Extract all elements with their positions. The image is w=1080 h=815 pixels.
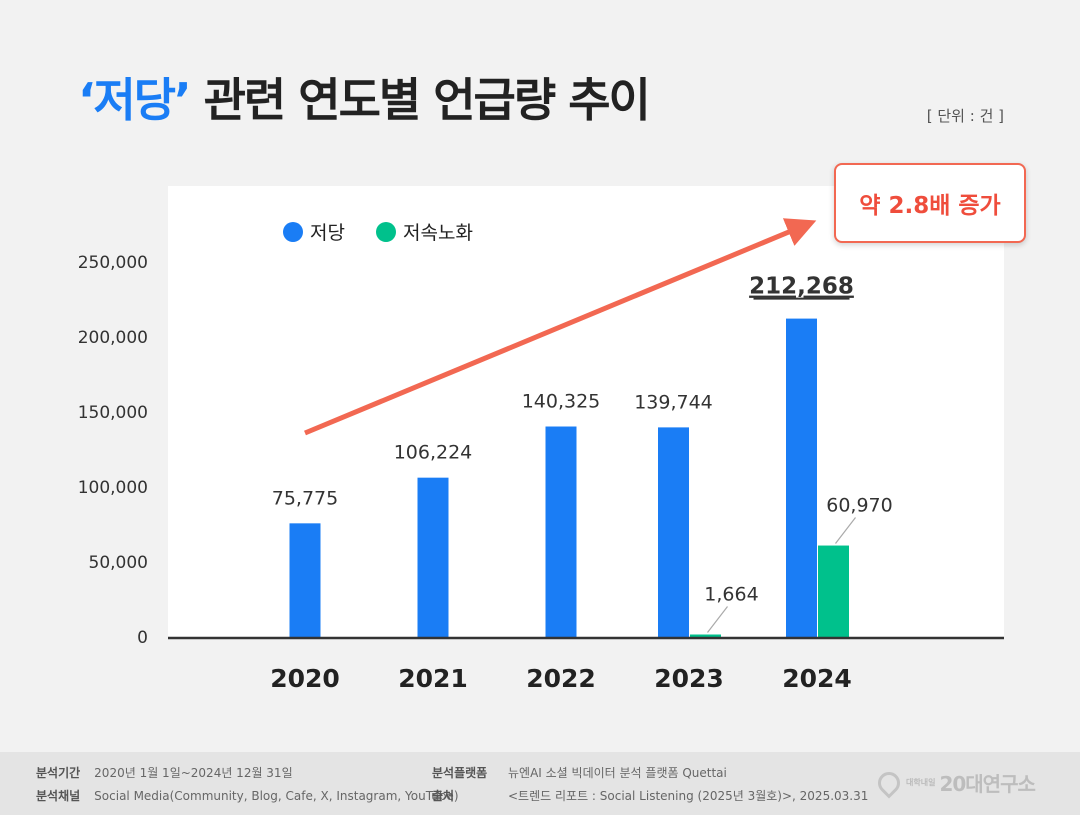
brand-small-text: 대학내일 (906, 778, 936, 787)
footer-channel: 분석채널 Social Media(Community, Blog, Cafe, … (36, 787, 459, 804)
data-label-2024-series1: 212,268 (749, 274, 854, 300)
legend-marker-series1 (283, 222, 303, 242)
bar-chart: 0 50,000 100,000 150,000 200,000 250,000 75,77… (78, 218, 1004, 693)
period-value: 2020년 1월 1일~2024년 12월 31일 (94, 766, 293, 780)
increase-callout: 약 2.8배 증가 (834, 163, 1026, 243)
footer: 분석기간 2020년 1월 1일~2024년 12월 31일 분석채널 Social… (0, 752, 1080, 815)
data-label-2021-series1: 106,224 (394, 442, 473, 464)
channel-value: Social Media(Community, Blog, Cafe, X, I… (94, 789, 459, 803)
y-tick-label: 100,000 (78, 478, 148, 498)
legend-marker-series2 (376, 222, 396, 242)
data-label-2023-series1: 139,744 (634, 391, 713, 413)
platform-value: 뉴엔AI 소셜 빅데이터 분석 플랫폼 Quettai (508, 766, 727, 780)
data-label-2020-series1: 75,775 (272, 487, 338, 509)
y-tick-label: 200,000 (78, 328, 148, 348)
leader-line-2023 (707, 606, 728, 633)
bar-2024-series2 (818, 545, 849, 637)
bar-2021-series1 (417, 477, 449, 637)
source-value: <트렌드 리포트 : Social Listening (2025년 3월호)>… (508, 789, 869, 803)
title-rest: 관련 연도별 언급량 추이 (189, 73, 651, 127)
data-label-2023-series2: 1,664 (704, 584, 758, 606)
y-tick-label: 250,000 (78, 253, 148, 273)
x-tick-label-2023: 2023 (654, 664, 724, 693)
x-tick-label-2020: 2020 (270, 664, 340, 693)
bar-2020-series1 (289, 523, 321, 637)
legend-label-series2: 저속노화 (403, 222, 473, 244)
data-label-2024-series2: 60,970 (826, 495, 892, 517)
location-pin-icon (873, 766, 905, 799)
bar-2024-series1 (786, 318, 817, 637)
footer-source: 출처 <트렌드 리포트 : Social Listening (2025년 3월호… (432, 787, 868, 804)
unit-label: [ 단위 : 건 ] (926, 107, 1004, 125)
y-tick-label: 50,000 (89, 553, 148, 573)
bar-2022-series1 (545, 426, 577, 637)
bar-2023-series1 (658, 427, 689, 637)
platform-label: 분석플랫폼 (432, 766, 488, 780)
page-title: ‘저당’ 관련 연도별 언급량 추이 (78, 64, 651, 130)
channel-label: 분석채널 (36, 789, 81, 803)
y-tick-label: 0 (137, 628, 148, 648)
legend-label-series1: 저당 (310, 222, 345, 244)
footer-period: 분석기간 2020년 1월 1일~2024년 12월 31일 (36, 764, 293, 781)
leader-line-2024 (835, 517, 856, 544)
source-label: 출처 (432, 789, 455, 803)
x-tick-label-2024: 2024 (782, 664, 852, 693)
bar-2023-series2 (690, 634, 721, 637)
title-accent: ‘저당’ (78, 73, 192, 127)
brand-text: 20대연구소 (939, 772, 1035, 796)
x-tick-label-2022: 2022 (526, 664, 596, 693)
brand-logo: 대학내일 20대연구소 (873, 766, 1036, 799)
y-tick-label: 150,000 (78, 403, 148, 423)
period-label: 분석기간 (36, 766, 81, 780)
trend-arrow (304, 218, 817, 436)
data-label-2022-series1: 140,325 (522, 391, 601, 413)
footer-platform: 분석플랫폼 뉴엔AI 소셜 빅데이터 분석 플랫폼 Quettai (432, 764, 727, 781)
x-tick-label-2021: 2021 (398, 664, 468, 693)
